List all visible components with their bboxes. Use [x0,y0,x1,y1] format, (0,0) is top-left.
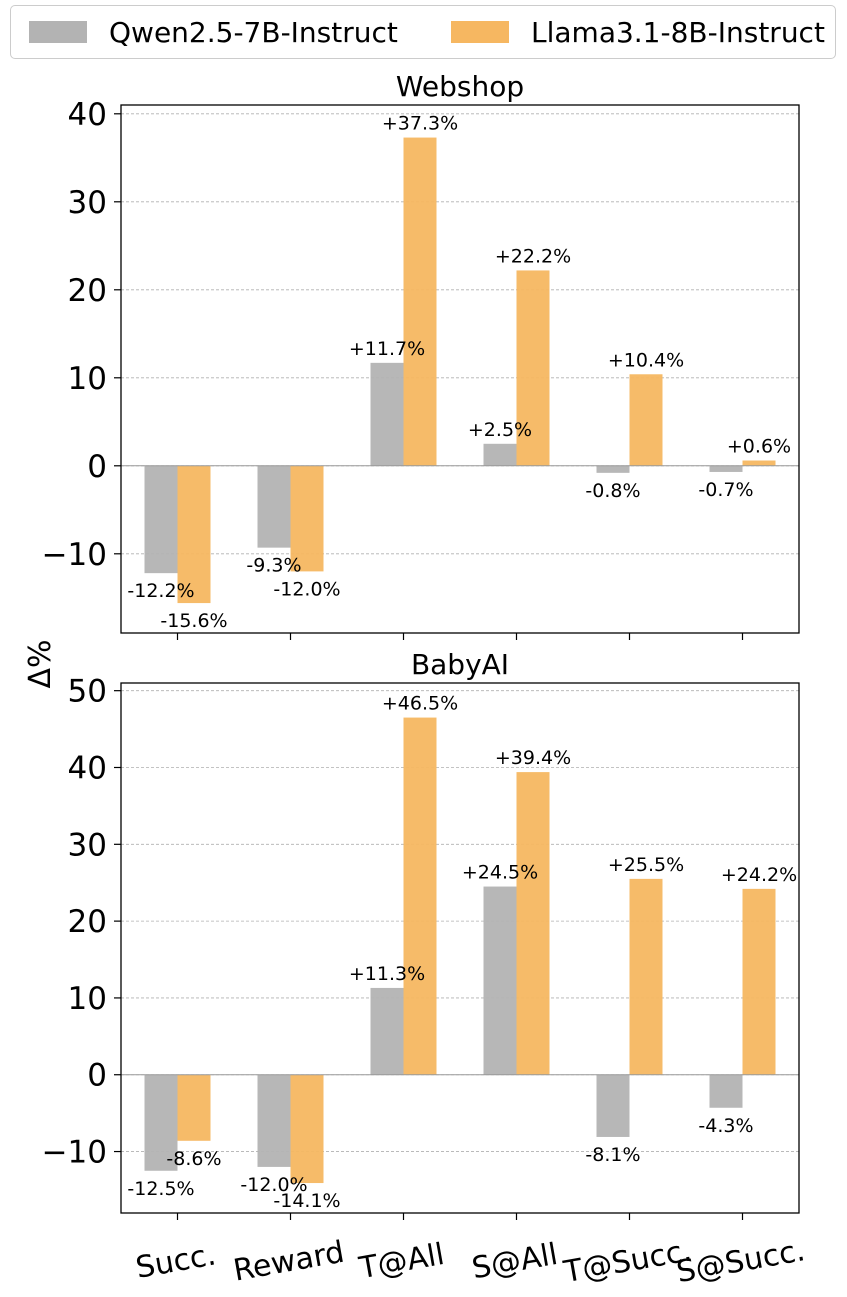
legend-label-qwen: Qwen2.5-7B-Instruct [109,15,398,49]
babyai-ytick-label: 10 [68,981,107,1017]
x-tick-label: S@Succ. [674,1233,808,1290]
webshop-ytick-label: 20 [68,273,107,309]
webshop-data-label: -15.6% [160,610,227,632]
x-tick-label: S@All [469,1237,560,1286]
babyai-bar-llama [516,772,550,1075]
babyai-data-label: -14.1% [273,1190,340,1212]
legend-item-llama[interactable]: Llama3.1-8B-Instruct [451,6,825,58]
babyai-bar-qwen [483,886,517,1075]
legend-item-qwen[interactable]: Qwen2.5-7B-Instruct [29,6,398,58]
webshop-bar-qwen [257,465,291,548]
webshop-bar-qwen [596,465,630,473]
webshop-bar-llama [742,460,776,466]
webshop-plot-frame [120,104,800,634]
legend-swatch-llama [451,21,509,43]
babyai-data-label: +24.5% [462,862,538,884]
webshop-bar-llama [290,465,324,572]
babyai-bar-qwen [709,1074,743,1108]
webshop-data-label: -12.0% [273,578,340,600]
y-axis-label: Δ% [23,639,58,688]
webshop-ytick-label: 30 [68,185,107,221]
webshop-data-label: +0.6% [727,436,791,458]
babyai-data-label: -8.1% [585,1144,640,1166]
babyai-bar-qwen [257,1074,291,1167]
webshop-data-label: -0.8% [585,480,640,502]
babyai-ytick-label: 0 [87,1058,107,1094]
webshop-data-label: +11.7% [349,338,425,360]
babyai-bar-qwen [144,1074,178,1171]
webshop-ytick-label: 10 [68,361,107,397]
babyai-data-label: +46.5% [382,693,458,715]
legend: Qwen2.5-7B-Instruct Llama3.1-8B-Instruct [10,5,836,59]
webshop-bar-llama [516,270,550,466]
babyai-ytick-label: −10 [42,1135,107,1171]
x-tick-label: Succ. [133,1237,218,1285]
webshop-title: Webshop [396,70,524,103]
webshop-bar-qwen [144,465,178,574]
babyai-bar-qwen [596,1074,630,1137]
webshop-ytick-label: −10 [42,537,107,573]
babyai-bar-qwen [370,987,404,1075]
babyai-ytick-label: 30 [68,827,107,863]
babyai-bar-llama [629,878,663,1075]
webshop-data-label: -12.2% [127,580,194,602]
webshop-bar-llama [403,137,437,466]
webshop-bar-qwen [483,443,517,466]
webshop-ytick-label: 0 [87,449,107,485]
legend-swatch-qwen [29,21,87,43]
babyai-data-label: -12.0% [240,1174,307,1196]
webshop-ytick-label: 40 [68,97,107,133]
babyai-ytick-label: 50 [68,674,107,710]
babyai-ytick-label: 20 [68,904,107,940]
webshop-data-label: +37.3% [382,113,458,135]
babyai-data-label: -4.3% [698,1115,753,1137]
x-tick-label: Reward [231,1235,347,1289]
webshop-bar-llama [629,374,663,466]
webshop-bar-qwen [709,465,743,472]
webshop-data-label: +10.4% [608,349,684,371]
babyai-plot-frame [120,682,800,1214]
babyai-bar-llama [403,717,437,1075]
babyai-data-label: -8.6% [166,1148,221,1170]
webshop-bar-llama [177,465,211,604]
webshop-data-label: +22.2% [495,245,571,267]
babyai-data-label: -12.5% [127,1178,194,1200]
babyai-bar-llama [742,888,776,1075]
webshop-data-label: -0.7% [698,479,753,501]
babyai-data-label: +39.4% [495,747,571,769]
babyai-data-label: +24.2% [721,864,797,886]
babyai-data-label: +25.5% [608,854,684,876]
webshop-bar-qwen [370,362,404,466]
babyai-bar-llama [177,1074,211,1141]
babyai-title: BabyAI [411,648,509,681]
webshop-data-label: +2.5% [468,419,532,441]
legend-label-llama: Llama3.1-8B-Instruct [531,15,825,49]
babyai-ytick-label: 40 [68,750,107,786]
babyai-data-label: +11.3% [349,963,425,985]
webshop-data-label: -9.3% [246,555,301,577]
babyai-bar-llama [290,1074,324,1184]
x-tick-label: T@All [356,1237,447,1286]
